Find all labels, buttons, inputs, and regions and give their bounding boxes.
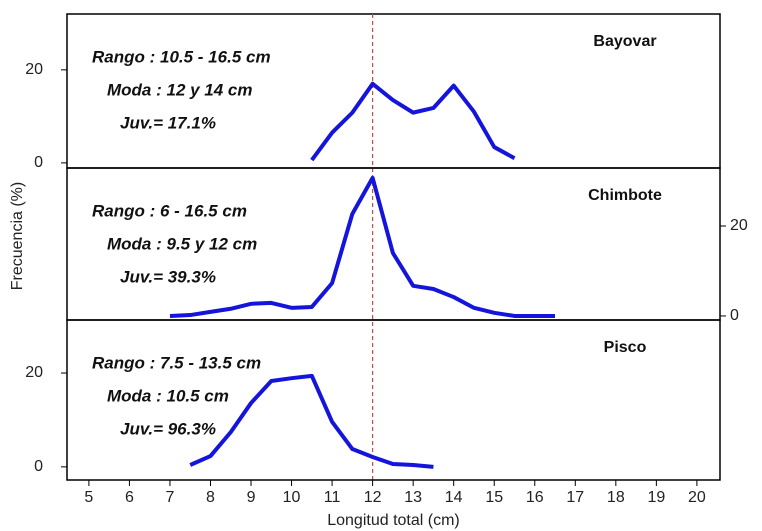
panel-title: Pisco: [604, 339, 647, 356]
annotation: Moda : 10.5 cm: [107, 386, 229, 405]
y-tick-label: 0: [34, 458, 43, 475]
y-axis-label: Frecuencia (%): [9, 182, 26, 290]
x-tick-label: 7: [166, 489, 175, 506]
panel-title: Chimbote: [588, 187, 662, 204]
annotation: Juv.= 96.3%: [120, 419, 216, 438]
data-line: [189, 373, 434, 469]
annotation: Rango : 6 - 16.5 cm: [92, 201, 247, 220]
annotation: Moda : 12 y 14 cm: [107, 80, 253, 99]
x-tick-label: 12: [364, 489, 382, 506]
annotation: Rango : 7.5 - 13.5 cm: [92, 353, 261, 372]
x-tick-label: 16: [526, 489, 544, 506]
x-tick-label: 17: [566, 489, 584, 506]
y-tick-label: 20: [25, 61, 43, 78]
x-tick-label: 9: [247, 489, 256, 506]
x-tick-label: 15: [485, 489, 503, 506]
y-tick-label: 20: [730, 217, 748, 234]
x-tick-label: 10: [283, 489, 301, 506]
panel-title: Bayovar: [593, 33, 656, 50]
x-tick-label: 5: [84, 489, 93, 506]
panel-frame: [66, 319, 721, 481]
y-tick-label: 0: [34, 154, 43, 171]
annotation: Moda : 9.5 y 12 cm: [107, 234, 257, 253]
x-tick-label: 14: [445, 489, 463, 506]
y-tick-label: 20: [25, 364, 43, 381]
x-tick-label: 18: [607, 489, 625, 506]
y-tick-label: 0: [730, 307, 739, 324]
annotation: Juv.= 39.3%: [120, 267, 216, 286]
x-tick-label: 20: [688, 489, 706, 506]
x-tick-label: 8: [206, 489, 215, 506]
annotation: Rango : 10.5 - 16.5 cm: [92, 47, 271, 66]
x-tick-label: 11: [324, 489, 341, 506]
annotation: Juv.= 17.1%: [120, 113, 216, 132]
x-axis-label: Longitud total (cm): [327, 512, 460, 529]
x-tick-label: 13: [404, 489, 422, 506]
data-line: [169, 175, 556, 318]
x-tick-label: 6: [125, 489, 134, 506]
x-tick-label: 19: [647, 489, 665, 506]
data-line: [310, 81, 516, 162]
